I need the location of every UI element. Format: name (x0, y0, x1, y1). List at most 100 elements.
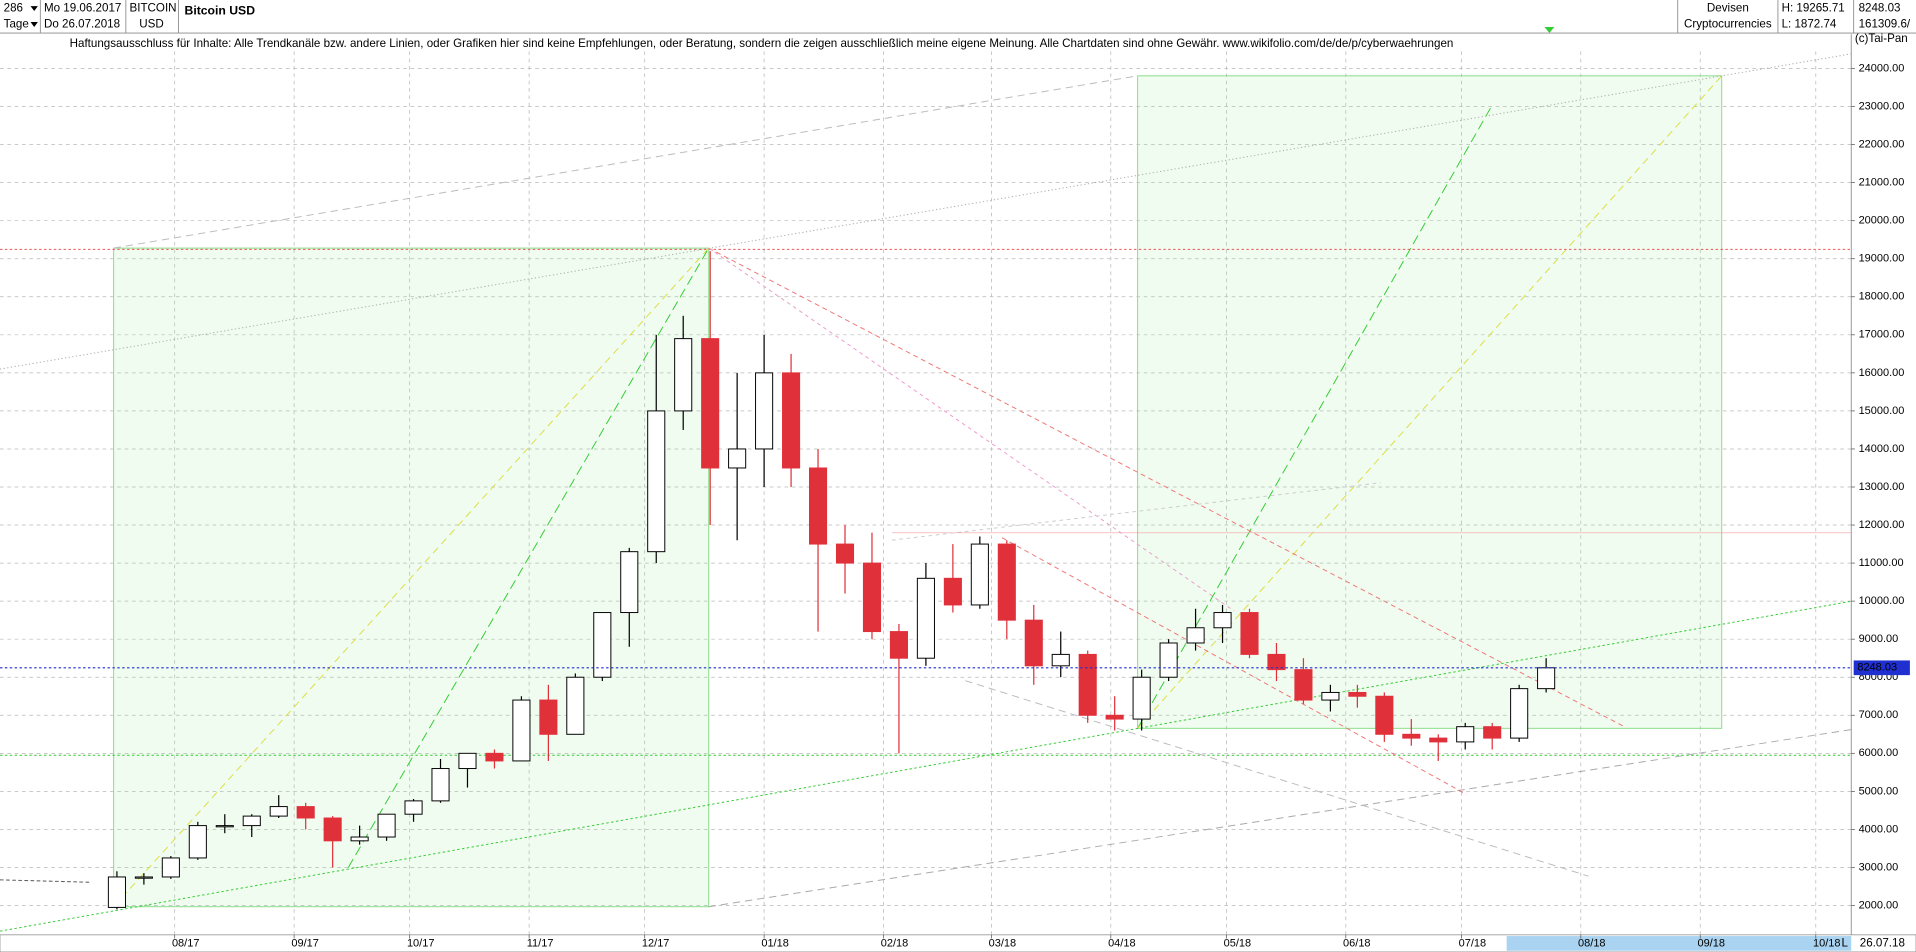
candle-body (323, 817, 342, 842)
y-tick-label: 17000.00 (1859, 329, 1905, 341)
candle-body (620, 551, 639, 614)
box (1137, 75, 1723, 729)
y-tick-label: 9000.00 (1859, 633, 1899, 645)
y-tick-label: 24000.00 (1859, 62, 1905, 74)
y-tick-label: 14000.00 (1859, 443, 1905, 455)
candle-body (1078, 653, 1097, 716)
axes: 2000.00 3000.00 4000.00 5000.00 6000.00 7000.… (172, 62, 1910, 949)
candle-body (188, 825, 207, 859)
candle-body (296, 806, 315, 819)
candle-body (1051, 653, 1070, 667)
x-tick-label: 06/18 (1343, 937, 1371, 949)
x-tick-label: 12/17 (642, 937, 670, 949)
dropdown[interactable] (30, 6, 38, 12)
x-tick-label: 08/18 (1578, 937, 1606, 949)
candle-body (1510, 688, 1529, 739)
candle-body (916, 577, 935, 659)
candle-body (593, 612, 612, 678)
candle-body (431, 768, 450, 802)
volume: 161309.6/ (1859, 18, 1911, 31)
trend-line (0, 879, 92, 883)
x-tick-label: 04/18 (1108, 937, 1136, 949)
candle-body (539, 699, 558, 735)
trend-line (0, 600, 1852, 932)
last: 8248.03 (1859, 2, 1901, 15)
candle-body (458, 752, 477, 770)
marker (1544, 26, 1555, 34)
candle-body (674, 338, 693, 412)
x-tick-label: 10/17 (407, 937, 435, 949)
candle-body (970, 543, 989, 606)
x-tick-label: 07/18 (1459, 937, 1487, 949)
high: H: 19265.71 (1782, 2, 1845, 15)
trend-line (1001, 537, 1467, 795)
trend-line (708, 247, 1626, 728)
y-tick-label: 18000.00 (1859, 291, 1905, 303)
x-tick-label: 03/18 (989, 937, 1017, 949)
trend-line (113, 247, 710, 908)
drawings (0, 53, 1852, 932)
y-tick-label: 16000.00 (1859, 367, 1905, 379)
candle-body (566, 676, 585, 735)
candle-body (404, 800, 423, 815)
candle-body (215, 825, 234, 828)
x-tick-label: 05/18 (1224, 937, 1252, 949)
disclaimer: Haftungsausschluss für Inhalte: Alle Tre… (70, 37, 1454, 50)
copyright: (c)Tai-Pan (1855, 32, 1908, 45)
symbol: BITCOIN (130, 2, 177, 15)
candles (0, 251, 1852, 910)
x-tick-label: 11/17 (527, 937, 554, 949)
period[interactable]: Tage (4, 18, 29, 31)
y-tick-label: 2000.00 (1859, 899, 1899, 911)
x-tick-label: 09/18 (1697, 937, 1725, 949)
group: Devisen (1707, 2, 1749, 15)
candle-body (728, 448, 747, 469)
candle-body (755, 372, 774, 450)
candle-body (1402, 733, 1421, 739)
future-range (1506, 936, 1852, 951)
trend-line (891, 482, 1381, 541)
x-tick-label: 08/17 (172, 937, 200, 949)
candle-body (1132, 676, 1151, 720)
candle-body (107, 876, 126, 908)
candle-body (512, 699, 531, 762)
subgroup: Cryptocurrencies (1684, 18, 1772, 31)
trend-line (1137, 107, 1492, 729)
candle-body (1537, 667, 1556, 690)
y-tick-label: 22000.00 (1859, 138, 1905, 150)
grid (0, 51, 1852, 935)
y-tick-label: 13000.00 (1859, 481, 1905, 493)
trend-line (708, 729, 1852, 908)
candle-body (647, 410, 666, 553)
y-tick-label: 15000.00 (1859, 405, 1905, 417)
trend-line (113, 75, 1138, 249)
chart-title: Bitcoin USD (185, 3, 256, 17)
candle-body (997, 543, 1016, 621)
candle-body (1294, 669, 1313, 701)
date: 26.07.18 (1860, 936, 1905, 949)
trend-line (347, 247, 710, 868)
candle-body (1213, 612, 1232, 629)
candle-body (889, 631, 908, 659)
y-tick-label: 12000.00 (1859, 519, 1905, 531)
count[interactable]: 286 (4, 2, 23, 15)
y-tick-label: 7000.00 (1859, 709, 1899, 721)
end-date: Do 26.07.2018 (44, 18, 120, 31)
candle-body (485, 752, 504, 762)
y-tick-label: 6000.00 (1859, 747, 1899, 759)
y-tick-label: 23000.00 (1859, 100, 1905, 112)
dropdown[interactable] (30, 22, 38, 27)
candle-body (1267, 653, 1286, 671)
candle-body (242, 815, 261, 827)
y-tick-label: 20000.00 (1859, 215, 1905, 227)
candle-body (1483, 726, 1502, 739)
x-tick-label: 09/17 (291, 937, 319, 949)
scale[interactable]: L (1841, 936, 1848, 949)
candle-body (1186, 627, 1205, 644)
y-tick-label: 10000.00 (1859, 595, 1905, 607)
y-tick-label: 5000.00 (1859, 785, 1899, 797)
candle-body (943, 577, 962, 606)
y-tick-label: 8000.00 (1859, 671, 1899, 683)
